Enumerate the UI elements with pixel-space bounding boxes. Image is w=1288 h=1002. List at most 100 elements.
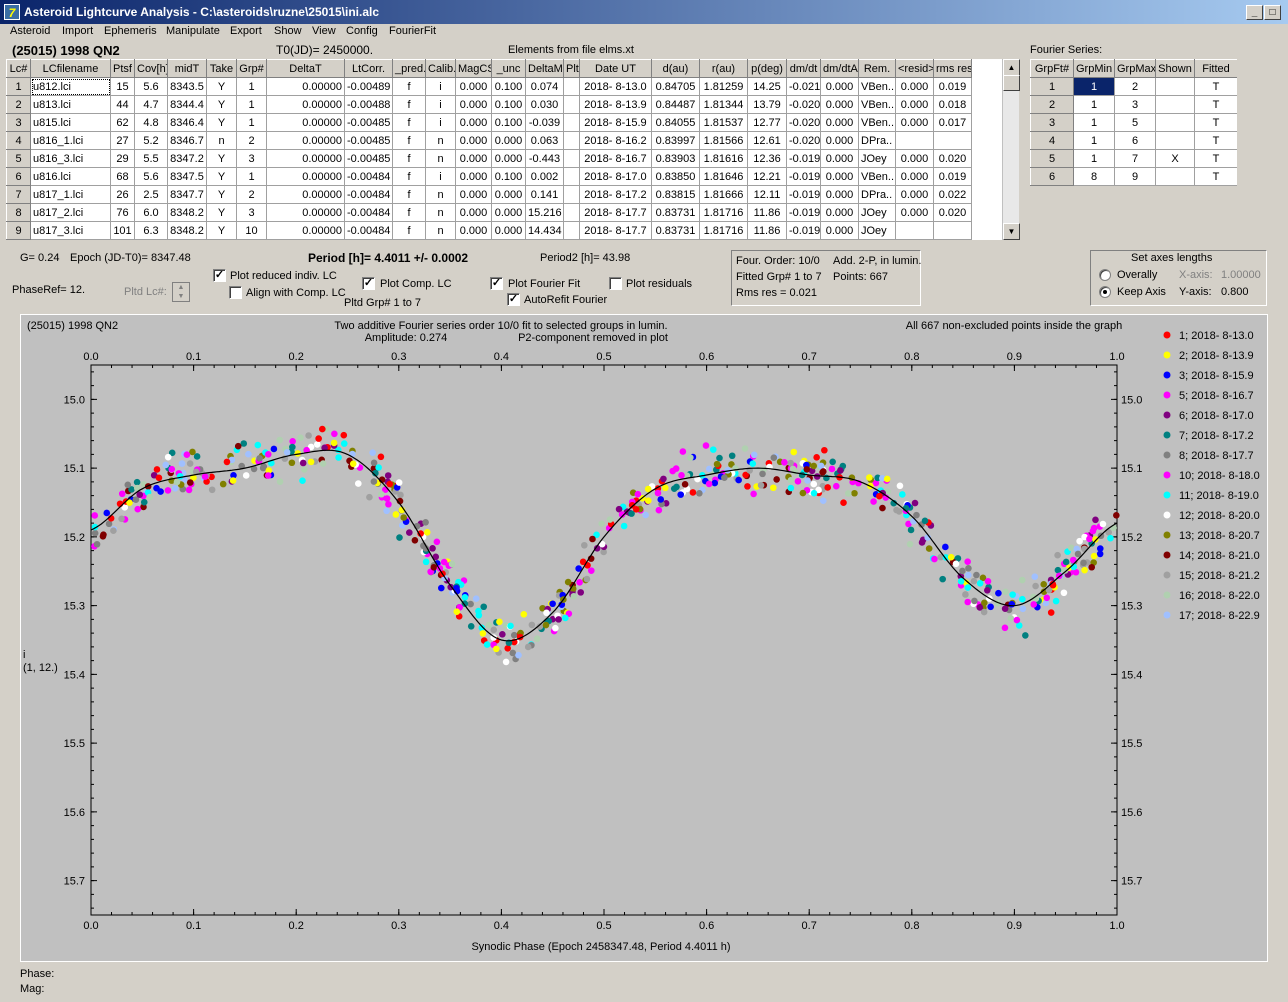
fourier-cell[interactable] [1155, 77, 1195, 96]
plot-residuals-checkbox[interactable] [609, 277, 622, 290]
lc-cell[interactable]: Y [206, 185, 237, 204]
lc-cell[interactable]: 2018- 8-17.7 [579, 203, 652, 222]
lc-cell[interactable]: 4 [6, 131, 31, 150]
menu-asteroid[interactable]: Asteroid [10, 25, 51, 37]
lc-col-header[interactable]: LCfilename [30, 59, 111, 78]
lc-cell[interactable]: 0.030 [525, 95, 564, 114]
lc-col-header[interactable]: Rem. [858, 59, 896, 78]
fourier-cell[interactable]: T [1194, 77, 1237, 96]
lc-cell[interactable] [563, 113, 580, 132]
lc-cell[interactable]: n [425, 203, 456, 222]
lc-col-header[interactable]: midT [167, 59, 207, 78]
table-row[interactable]: 6 u816.lci 68 5.6 8347.5 Y 1 0.00000 -0.00484 f i 0… [6, 167, 972, 186]
lc-cell[interactable]: n [425, 185, 456, 204]
lc-cell[interactable]: -0.039 [525, 113, 564, 132]
lc-col-header[interactable]: Ptsf [110, 59, 135, 78]
lc-cell[interactable]: i [425, 77, 456, 96]
lc-cell[interactable]: Y [206, 77, 237, 96]
lc-table-scrollbar[interactable]: ▲ ▼ [1002, 59, 1020, 240]
fourier-cell[interactable]: 9 [1114, 167, 1156, 186]
lc-cell[interactable]: 5.6 [134, 77, 168, 96]
lc-cell[interactable]: 0.000 [820, 131, 859, 150]
lc-cell[interactable]: 0.00000 [266, 95, 345, 114]
lc-cell[interactable]: 0.002 [525, 167, 564, 186]
plot-panel[interactable]: (25015) 1998 QN2 Two additive Fourier se… [20, 314, 1268, 962]
lc-cell[interactable]: 68 [110, 167, 135, 186]
lc-cell[interactable]: 6.3 [134, 221, 168, 240]
lc-cell[interactable]: 0.000 [820, 185, 859, 204]
lc-cell[interactable]: f [392, 149, 426, 168]
lc-cell[interactable]: 3 [6, 113, 31, 132]
fourier-cell[interactable]: 1 [1073, 149, 1115, 168]
lc-cell[interactable]: -0.020 [786, 113, 821, 132]
fourier-cell[interactable]: 1 [1073, 113, 1115, 132]
lc-cell[interactable]: 5 [6, 149, 31, 168]
lc-cell[interactable]: 1.81666 [699, 185, 748, 204]
lc-cell[interactable]: 0.074 [525, 77, 564, 96]
lc-cell[interactable]: 0.063 [525, 131, 564, 150]
lc-cell[interactable]: 62 [110, 113, 135, 132]
lc-cell[interactable]: 2018- 8-15.9 [579, 113, 652, 132]
lc-cell[interactable]: i [425, 113, 456, 132]
lc-cell[interactable]: VBen.. [858, 77, 896, 96]
lc-cell[interactable]: 0.83731 [651, 203, 700, 222]
table-row[interactable]: 3 u815.lci 62 4.8 8346.4 Y 1 0.00000 -0.00485 f i 0… [6, 113, 972, 132]
lc-col-header[interactable]: d(au) [651, 59, 700, 78]
lc-col-header[interactable]: dm/dtA [820, 59, 859, 78]
minimize-button[interactable]: _ [1246, 5, 1263, 20]
lc-cell[interactable]: 0.000 [820, 221, 859, 240]
lc-cell[interactable]: 44 [110, 95, 135, 114]
lc-col-header[interactable]: r(au) [699, 59, 748, 78]
lc-cell[interactable]: 8348.2 [167, 203, 207, 222]
lc-cell[interactable]: 0.00000 [266, 167, 345, 186]
lc-cell[interactable]: u817_1.lci [30, 185, 111, 204]
lc-cell[interactable] [563, 221, 580, 240]
fourier-cell[interactable]: 2 [1030, 95, 1074, 114]
lc-cell[interactable]: u816.lci [30, 167, 111, 186]
lc-cell[interactable]: 1.81259 [699, 77, 748, 96]
lc-cell[interactable]: f [392, 95, 426, 114]
title-bar[interactable]: 7 Asteroid Lightcurve Analysis - C:\aste… [0, 0, 1288, 24]
lc-cell[interactable]: 0.022 [933, 185, 972, 204]
lc-cell[interactable]: -0.019 [786, 203, 821, 222]
app-icon[interactable]: 7 [4, 4, 20, 20]
lc-cell[interactable]: 26 [110, 185, 135, 204]
table-row[interactable]: 2 u813.lci 44 4.7 8344.4 Y 1 0.00000 -0.00488 f i 0… [6, 95, 972, 114]
maximize-button[interactable]: □ [1264, 5, 1281, 20]
lc-cell[interactable]: -0.020 [786, 95, 821, 114]
fourier-col-header[interactable]: GrpMin [1073, 59, 1115, 78]
lc-cell[interactable]: 0.100 [491, 95, 526, 114]
lc-col-header[interactable]: Lc# [6, 59, 31, 78]
lc-cell[interactable]: 2 [236, 131, 267, 150]
lc-cell[interactable]: 0.84705 [651, 77, 700, 96]
lc-cell[interactable]: 15.216 [525, 203, 564, 222]
lc-cell[interactable]: 8344.4 [167, 95, 207, 114]
fourier-cell[interactable]: 1 [1073, 95, 1115, 114]
lc-cell[interactable]: 10 [236, 221, 267, 240]
lc-cell[interactable]: 2.5 [134, 185, 168, 204]
lc-cell[interactable]: Y [206, 95, 237, 114]
table-row[interactable]: 5 u816_3.lci 29 5.5 8347.2 Y 3 0.00000 -0.00485 f… [6, 149, 972, 168]
lc-cell[interactable]: 5.5 [134, 149, 168, 168]
fourier-cell[interactable] [1155, 95, 1195, 114]
lc-cell[interactable]: 101 [110, 221, 135, 240]
lc-cell[interactable]: 1.81716 [699, 203, 748, 222]
menu-config[interactable]: Config [346, 25, 378, 37]
lc-cell[interactable]: 12.11 [747, 185, 787, 204]
lc-cell[interactable]: u816_3.lci [30, 149, 111, 168]
lc-cell[interactable]: 5.6 [134, 167, 168, 186]
lc-cell[interactable]: f [392, 185, 426, 204]
lc-cell[interactable]: 0.83731 [651, 221, 700, 240]
fourier-cell[interactable]: 8 [1073, 167, 1115, 186]
lc-cell[interactable]: 1.81646 [699, 167, 748, 186]
lc-cell[interactable]: 0.019 [933, 77, 972, 96]
lc-cell[interactable]: 0.00000 [266, 203, 345, 222]
lc-cell[interactable]: 0.000 [491, 149, 526, 168]
lc-cell[interactable]: 2 [236, 185, 267, 204]
lc-cell[interactable]: VBen.. [858, 95, 896, 114]
lc-cell[interactable]: 9 [6, 221, 31, 240]
lc-cell[interactable]: 0.000 [820, 113, 859, 132]
lc-cell[interactable]: 1.81716 [699, 221, 748, 240]
